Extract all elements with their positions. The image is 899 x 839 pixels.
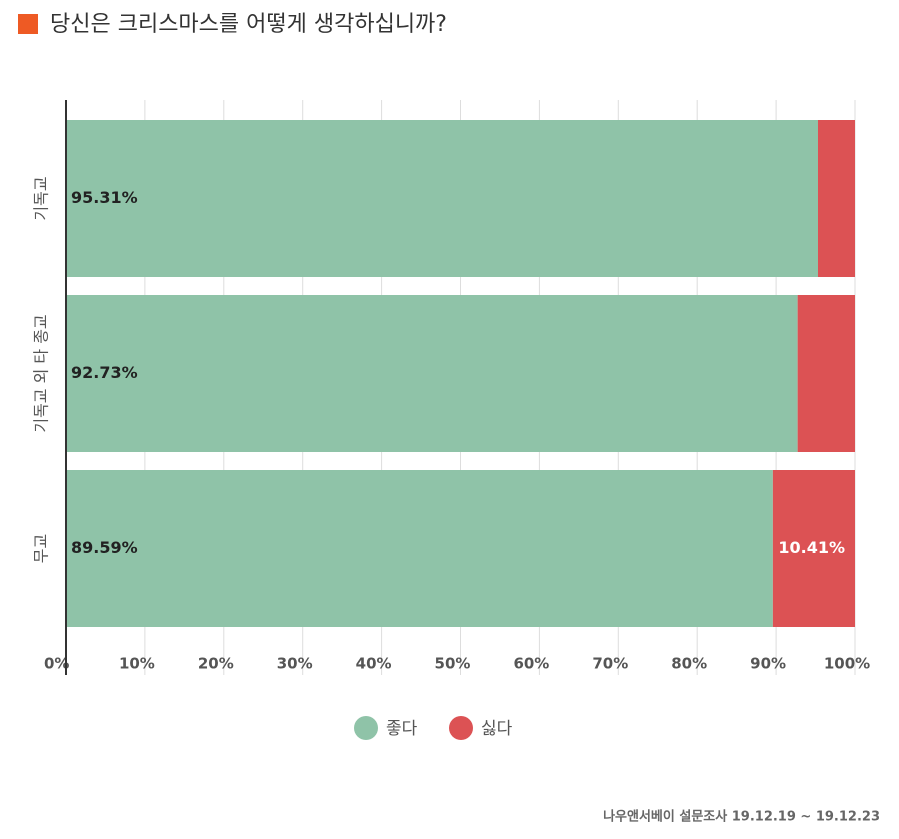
- title-icon: [18, 14, 38, 34]
- bar-segment: [797, 295, 855, 452]
- legend-marker: [449, 716, 473, 740]
- value-label: 95.31%: [71, 188, 138, 207]
- y-tick-label: 기독교 외 타 종교: [32, 314, 51, 432]
- x-tick-label: 100%: [824, 655, 870, 673]
- legend-label: 싫다: [481, 719, 513, 739]
- x-tick-label: 90%: [750, 655, 786, 673]
- x-tick-label: 30%: [277, 655, 313, 673]
- x-tick-label: 70%: [592, 655, 628, 673]
- x-tick-label: 0%: [44, 655, 69, 673]
- value-label: 89.59%: [71, 538, 138, 557]
- legend-label: 좋다: [386, 719, 418, 739]
- source: 나우앤서베이 설문조사 19.12.19 ~ 19.12.23: [603, 809, 880, 825]
- value-label: 92.73%: [71, 363, 138, 382]
- x-tick-label: 40%: [356, 655, 392, 673]
- x-tick-label: 50%: [435, 655, 471, 673]
- chart-title: 당신은 크리스마스를 어떻게 생각하십니까?: [50, 12, 447, 37]
- x-tick-label: 20%: [198, 655, 234, 673]
- value-label: 10.41%: [778, 538, 845, 557]
- x-tick-label: 10%: [119, 655, 155, 673]
- bar-segment: [66, 120, 818, 277]
- x-tick-label: 80%: [671, 655, 707, 673]
- bar-segment: [66, 295, 798, 452]
- y-tick-label: 기독교: [32, 176, 51, 220]
- x-tick-label: 60%: [513, 655, 549, 673]
- y-tick-label: 무교: [32, 534, 51, 563]
- bar-segment: [817, 120, 855, 277]
- legend-marker: [354, 716, 378, 740]
- bar-segment: [66, 470, 773, 627]
- bar-segment: [772, 470, 855, 627]
